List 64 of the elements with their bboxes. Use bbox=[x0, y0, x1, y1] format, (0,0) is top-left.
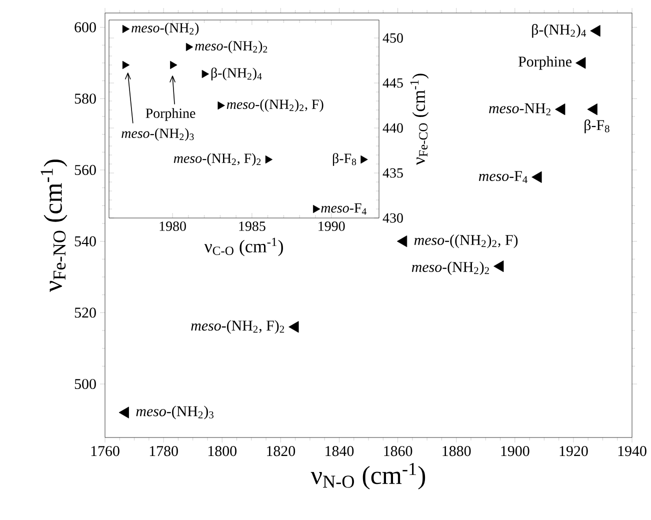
series-label: β-(NH$_{2}$)$_{4}$ bbox=[211, 68, 262, 80]
series-label: meso-(NH$_{2}$, F)$_{2}$ bbox=[191, 320, 284, 334]
series-label: β-(NH$_{2}$)$_{4}$ bbox=[532, 24, 586, 38]
y-tick-label: 580 bbox=[74, 94, 96, 104]
point bbox=[186, 42, 194, 52]
x-tick-label: 1985 bbox=[239, 222, 266, 231]
point bbox=[265, 155, 273, 164]
series-label: meso-(NH$_{2}$, F)$_{2}$ bbox=[174, 153, 261, 166]
x-tick-label: 1920 bbox=[560, 446, 588, 456]
y-tick-label: 440 bbox=[382, 123, 403, 133]
point bbox=[122, 24, 130, 34]
point bbox=[313, 204, 320, 214]
series-label: meso-F$_{4}$ bbox=[321, 203, 366, 215]
point bbox=[532, 171, 542, 183]
x-axis-title: ν$_{C-O}$ (cm$^{-1}$) bbox=[204, 238, 283, 256]
y-tick-label: 450 bbox=[382, 33, 403, 43]
legend-label: Porphine bbox=[146, 108, 196, 121]
point bbox=[288, 321, 299, 333]
x-tick-label: 1840 bbox=[326, 446, 354, 456]
x-tick-label: 1880 bbox=[442, 446, 471, 456]
y-tick-label: 445 bbox=[382, 78, 403, 88]
y-axis-title: ν$_{Fe-CO}$ (cm$^{-1}$) bbox=[410, 74, 429, 165]
series-label: meso-(NH$_{2}$)$_{3}$ bbox=[136, 406, 214, 420]
x-tick-label: 1940 bbox=[618, 446, 646, 456]
series-label: β-F$_{8}$ bbox=[584, 120, 610, 134]
y-axis-title: ν$_{Fe-NO}$ (cm$^{-1}$) bbox=[40, 160, 68, 292]
y-tick-label: 500 bbox=[74, 378, 96, 390]
y-tick-label: 540 bbox=[74, 236, 96, 246]
y-tick-label: 435 bbox=[382, 168, 403, 178]
x-tick-label: 1800 bbox=[208, 446, 236, 456]
series-label: β-F$_{8}$ bbox=[332, 153, 356, 166]
y-tick-label: 520 bbox=[74, 308, 96, 318]
point bbox=[218, 101, 225, 110]
x-tick-label: 1860 bbox=[384, 446, 412, 456]
point bbox=[576, 57, 586, 69]
point bbox=[122, 60, 130, 70]
point bbox=[555, 103, 566, 116]
point bbox=[494, 260, 504, 272]
series-label: meso-(NH$_{2}$)$_{2}$ bbox=[412, 262, 489, 276]
point bbox=[360, 155, 368, 164]
point bbox=[118, 406, 129, 418]
y-tick-label: 600 bbox=[74, 22, 96, 32]
point bbox=[590, 25, 600, 37]
point bbox=[170, 60, 178, 70]
text: meso-(NH$_{2}$)$_{3}$ bbox=[122, 128, 194, 141]
point bbox=[587, 103, 598, 116]
series-label: meso-(NH$_{2}$)$_{2}$ bbox=[195, 40, 268, 54]
y-tick-label: 560 bbox=[74, 164, 96, 175]
series-label: meso-((NH$_{2}$)$_{2}$, F) bbox=[414, 234, 518, 248]
x-tick-label: 1990 bbox=[318, 222, 345, 231]
x-tick-label: 1780 bbox=[150, 446, 178, 456]
point bbox=[396, 235, 408, 248]
y-tick-label: 430 bbox=[382, 213, 403, 223]
x-tick-label: 1900 bbox=[501, 446, 530, 456]
x-tick-label: 1980 bbox=[160, 222, 186, 231]
series-label: Porphine bbox=[518, 56, 572, 70]
series-label: meso-NH$_{2}$ bbox=[489, 103, 550, 116]
series-label: meso-((NH$_{2}$)$_{2}$, F) bbox=[226, 99, 324, 112]
x-tick-label: 1820 bbox=[267, 446, 296, 456]
point bbox=[202, 70, 209, 78]
series-label: meso-F$_{4}$ bbox=[478, 171, 528, 184]
x-tick-label: 1760 bbox=[91, 446, 120, 456]
x-axis-title: ν$_{N-O}$ (cm$^{-1}$) bbox=[310, 462, 426, 490]
series-label: meso-(NH$_{2}$) bbox=[132, 22, 199, 36]
